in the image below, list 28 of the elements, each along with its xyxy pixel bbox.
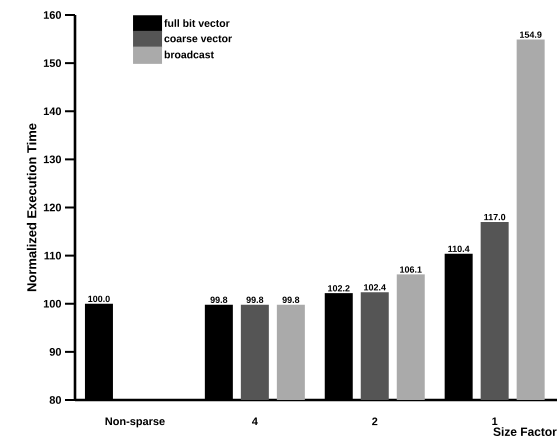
data-label: 100.0 bbox=[88, 296, 110, 302]
x-tick-label: 4 bbox=[252, 418, 258, 426]
y-tick-label: 160 bbox=[44, 11, 62, 19]
legend-label: full bit vector bbox=[164, 19, 230, 27]
data-label: 117.0 bbox=[484, 214, 506, 220]
data-label: 99.8 bbox=[282, 296, 300, 304]
y-tick-label: 140 bbox=[44, 107, 62, 116]
y-tick-label: 90 bbox=[50, 348, 62, 356]
y-axis-title: Normalized Execution Time bbox=[26, 123, 36, 292]
data-label: 99.8 bbox=[210, 296, 228, 304]
x-tick-label: 1 bbox=[492, 418, 498, 426]
legend-label: coarse vector bbox=[164, 35, 232, 42]
x-tick-label: Non-sparse bbox=[106, 418, 165, 428]
y-tick-label: 110 bbox=[44, 252, 62, 260]
data-label: 99.8 bbox=[246, 296, 264, 304]
y-tick-label: 80 bbox=[50, 396, 62, 404]
y-tick-label: 150 bbox=[44, 59, 62, 68]
y-tick-label: 120 bbox=[44, 204, 62, 212]
data-label: 106.1 bbox=[400, 266, 422, 273]
x-tick-label: 2 bbox=[372, 418, 378, 426]
data-label: 110.4 bbox=[448, 246, 470, 252]
data-label: 154.9 bbox=[520, 31, 542, 38]
y-tick-label: 130 bbox=[44, 156, 62, 164]
data-label: 102.2 bbox=[328, 285, 350, 292]
x-axis-title: Size Factor bbox=[493, 427, 557, 436]
y-tick-label: 100 bbox=[44, 300, 62, 308]
data-label: 102.4 bbox=[364, 284, 386, 291]
legend-label: broadcast bbox=[164, 50, 214, 58]
